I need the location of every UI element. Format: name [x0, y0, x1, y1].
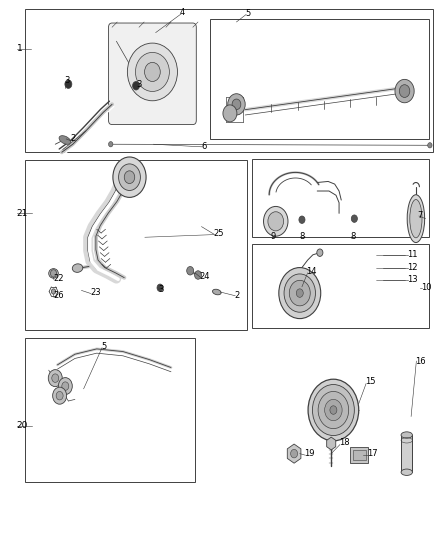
Circle shape — [312, 384, 354, 435]
Circle shape — [52, 374, 59, 382]
Circle shape — [289, 280, 310, 306]
Text: 23: 23 — [90, 287, 101, 296]
Circle shape — [56, 391, 63, 400]
Circle shape — [48, 369, 62, 386]
Circle shape — [187, 266, 194, 275]
Bar — [252, 244, 428, 328]
Text: 12: 12 — [407, 263, 417, 272]
Circle shape — [279, 268, 321, 319]
Circle shape — [194, 271, 201, 279]
Text: 3: 3 — [136, 79, 141, 88]
Ellipse shape — [135, 52, 170, 92]
Bar — [210, 19, 428, 139]
Text: 8: 8 — [300, 232, 305, 241]
Bar — [350, 447, 368, 463]
Ellipse shape — [49, 269, 58, 278]
Text: 9: 9 — [271, 232, 276, 241]
Circle shape — [145, 62, 160, 82]
Ellipse shape — [127, 43, 177, 101]
Circle shape — [50, 270, 57, 277]
Text: 24: 24 — [199, 272, 210, 280]
Polygon shape — [287, 444, 301, 463]
Circle shape — [427, 143, 432, 148]
Circle shape — [157, 284, 163, 292]
Ellipse shape — [72, 264, 83, 272]
Circle shape — [290, 449, 297, 458]
Text: 21: 21 — [16, 209, 27, 218]
Text: 11: 11 — [407, 251, 417, 260]
Text: 3: 3 — [158, 285, 163, 294]
FancyBboxPatch shape — [109, 23, 196, 125]
Circle shape — [330, 406, 337, 414]
Circle shape — [53, 387, 67, 404]
Bar — [25, 9, 433, 152]
Ellipse shape — [212, 289, 221, 295]
Circle shape — [299, 216, 305, 223]
Text: 13: 13 — [407, 275, 417, 284]
Circle shape — [296, 289, 303, 297]
Text: 26: 26 — [53, 291, 64, 300]
Text: 2: 2 — [71, 134, 76, 143]
Bar — [25, 338, 195, 482]
Text: 14: 14 — [306, 268, 317, 276]
Text: 3: 3 — [64, 76, 69, 85]
Ellipse shape — [59, 136, 71, 144]
Text: 4: 4 — [180, 9, 185, 18]
Text: 1: 1 — [17, 44, 23, 53]
Bar — [401, 435, 413, 472]
Text: 19: 19 — [304, 449, 314, 458]
Circle shape — [228, 94, 245, 115]
Circle shape — [119, 164, 141, 190]
Circle shape — [317, 249, 323, 256]
Ellipse shape — [407, 195, 425, 243]
Circle shape — [65, 80, 72, 88]
Text: 16: 16 — [416, 357, 426, 366]
Circle shape — [264, 206, 288, 236]
Ellipse shape — [401, 469, 413, 475]
Circle shape — [284, 274, 315, 312]
Circle shape — [51, 289, 56, 294]
Circle shape — [325, 399, 342, 421]
Text: 10: 10 — [421, 283, 432, 292]
Ellipse shape — [410, 199, 422, 238]
Circle shape — [399, 85, 410, 98]
Circle shape — [62, 382, 69, 390]
Text: 7: 7 — [418, 212, 423, 221]
Text: 17: 17 — [367, 449, 378, 458]
Circle shape — [133, 82, 140, 90]
Text: 18: 18 — [339, 439, 350, 448]
Circle shape — [268, 212, 284, 231]
Text: 8: 8 — [350, 232, 355, 241]
Text: 25: 25 — [214, 229, 224, 238]
Circle shape — [351, 215, 357, 222]
Text: 5: 5 — [245, 10, 251, 19]
Text: 2: 2 — [234, 291, 240, 300]
Text: 22: 22 — [53, 273, 64, 282]
Circle shape — [109, 142, 113, 147]
Text: 15: 15 — [365, 377, 376, 386]
Circle shape — [223, 105, 237, 122]
Text: 20: 20 — [16, 422, 27, 431]
Bar — [25, 160, 247, 330]
Text: 6: 6 — [201, 142, 207, 151]
Ellipse shape — [401, 432, 413, 438]
Polygon shape — [327, 437, 336, 450]
Circle shape — [124, 171, 135, 183]
Circle shape — [113, 157, 146, 197]
Circle shape — [318, 391, 349, 429]
Circle shape — [308, 379, 359, 441]
Circle shape — [58, 377, 72, 394]
Bar — [252, 159, 428, 237]
Bar — [353, 450, 366, 460]
Circle shape — [395, 79, 414, 103]
Circle shape — [232, 99, 241, 110]
Text: 5: 5 — [101, 342, 106, 351]
